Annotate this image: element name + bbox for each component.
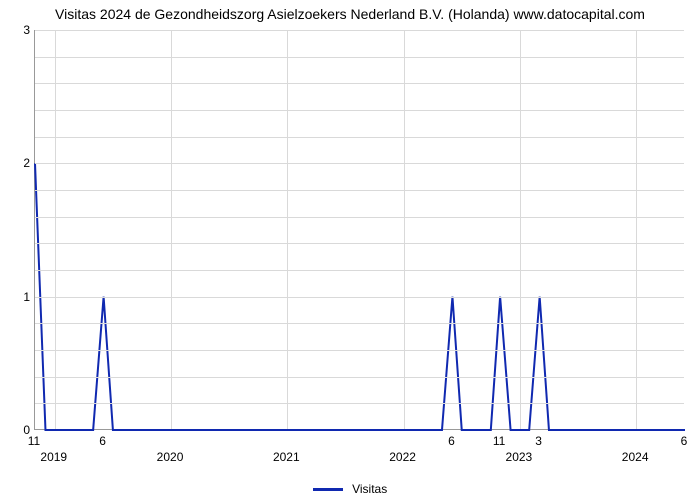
chart-title: Visitas 2024 de Gezondheidszorg Asielzoe…	[0, 6, 700, 22]
gridline-h-minor	[35, 403, 684, 404]
gridline-h-minor	[35, 217, 684, 218]
x-major-label: 2021	[273, 450, 300, 464]
gridline-h-minor	[35, 270, 684, 271]
gridline-v	[55, 30, 56, 429]
legend-label: Visitas	[352, 482, 387, 496]
gridline-h	[35, 297, 684, 298]
x-minor-label: 6	[99, 434, 106, 448]
x-major-label: 2023	[506, 450, 533, 464]
x-minor-label: 11	[493, 434, 505, 448]
gridline-v	[520, 30, 521, 429]
plot-area	[34, 30, 684, 430]
gridline-h-minor	[35, 83, 684, 84]
x-minor-label: 3	[535, 434, 542, 448]
gridline-h-minor	[35, 323, 684, 324]
gridline-h-minor	[35, 243, 684, 244]
gridline-h-minor	[35, 137, 684, 138]
x-major-label: 2024	[622, 450, 649, 464]
gridline-h-minor	[35, 190, 684, 191]
x-major-label: 2020	[157, 450, 184, 464]
gridline-v	[636, 30, 637, 429]
gridline-h-minor	[35, 110, 684, 111]
gridline-h	[35, 30, 684, 31]
x-minor-label: 6	[681, 434, 688, 448]
chart-container: Visitas 2024 de Gezondheidszorg Asielzoe…	[0, 0, 700, 500]
gridline-h-minor	[35, 57, 684, 58]
line-series-svg	[35, 30, 685, 430]
gridline-v	[404, 30, 405, 429]
y-tick-label: 2	[10, 156, 30, 170]
gridline-h-minor	[35, 377, 684, 378]
y-tick-label: 1	[10, 290, 30, 304]
gridline-h	[35, 163, 684, 164]
legend: Visitas	[0, 482, 700, 496]
x-major-label: 2019	[40, 450, 67, 464]
x-major-label: 2022	[389, 450, 416, 464]
x-minor-label: 6	[448, 434, 455, 448]
gridline-v	[287, 30, 288, 429]
legend-swatch	[313, 488, 343, 491]
x-minor-label: 11	[28, 434, 40, 448]
gridline-h-minor	[35, 350, 684, 351]
y-tick-label: 3	[10, 23, 30, 37]
gridline-v	[171, 30, 172, 429]
